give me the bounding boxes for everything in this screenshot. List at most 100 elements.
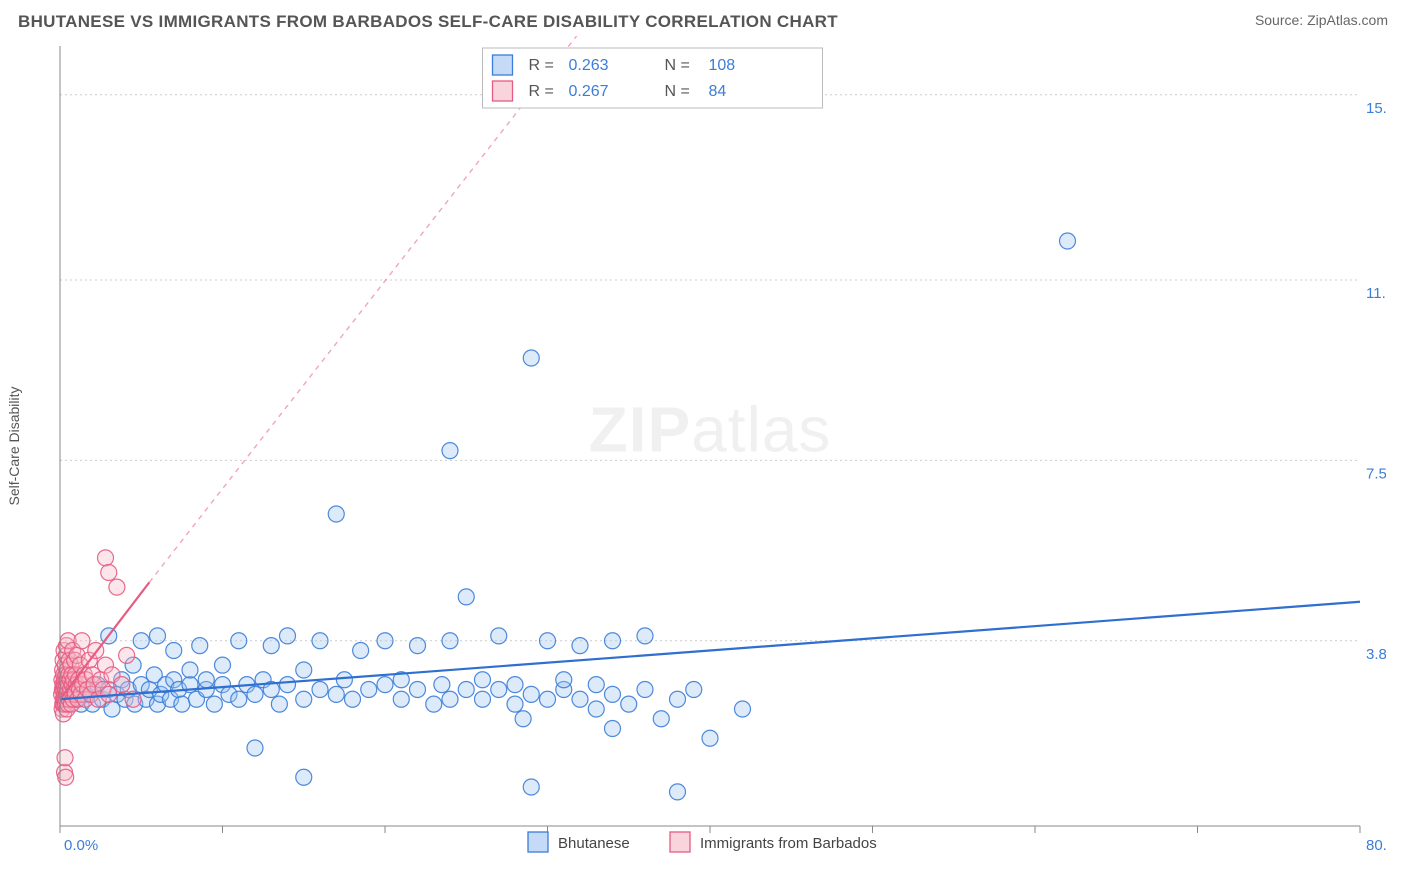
data-point <box>491 682 507 698</box>
data-point <box>515 711 531 727</box>
data-point <box>605 721 621 737</box>
data-point <box>475 672 491 688</box>
watermark: ZIPatlas <box>589 394 832 466</box>
data-point <box>572 691 588 707</box>
trendline-barbados-extrapolated <box>149 36 645 582</box>
data-point <box>572 638 588 654</box>
x-max-label: 80.0% <box>1366 837 1386 854</box>
data-point <box>442 633 458 649</box>
data-point <box>328 686 344 702</box>
legend-swatch <box>670 832 690 852</box>
data-point <box>637 682 653 698</box>
data-point <box>670 784 686 800</box>
stats-swatch <box>493 81 513 101</box>
scatter-chart: 3.8%7.5%11.2%15.0%ZIPatlas0.0%80.0%R =0.… <box>30 36 1386 856</box>
data-point <box>588 701 604 717</box>
data-point <box>231 633 247 649</box>
data-point <box>540 633 556 649</box>
data-point <box>133 633 149 649</box>
data-point <box>653 711 669 727</box>
data-point <box>312 682 328 698</box>
legend-swatch <box>528 832 548 852</box>
data-point <box>588 677 604 693</box>
data-point <box>637 628 653 644</box>
data-point <box>296 769 312 785</box>
data-point <box>247 686 263 702</box>
data-point <box>621 696 637 712</box>
data-point <box>442 443 458 459</box>
data-point <box>361 682 377 698</box>
data-point <box>605 686 621 702</box>
data-point <box>150 628 166 644</box>
data-point <box>523 350 539 366</box>
stats-r-label: R = <box>529 83 554 100</box>
stats-r-label: R = <box>529 57 554 74</box>
chart-header: BHUTANESE VS IMMIGRANTS FROM BARBADOS SE… <box>0 0 1406 36</box>
data-point <box>109 579 125 595</box>
y-tick-label: 11.2% <box>1366 285 1386 302</box>
y-tick-label: 3.8% <box>1366 646 1386 663</box>
stats-n-label: N = <box>665 83 690 100</box>
data-point <box>523 686 539 702</box>
data-point <box>98 550 114 566</box>
data-point <box>101 565 117 581</box>
data-point <box>345 691 361 707</box>
data-point <box>114 677 130 693</box>
data-point <box>263 638 279 654</box>
data-point <box>328 506 344 522</box>
trendline-bhutanese <box>60 602 1360 700</box>
data-point <box>377 633 393 649</box>
data-point <box>296 691 312 707</box>
data-point <box>410 682 426 698</box>
data-point <box>192 638 208 654</box>
data-point <box>507 696 523 712</box>
y-tick-label: 7.5% <box>1366 465 1386 482</box>
data-point <box>670 691 686 707</box>
stats-r-value: 0.267 <box>569 83 609 100</box>
data-point <box>556 672 572 688</box>
data-point <box>434 677 450 693</box>
data-point <box>1060 233 1076 249</box>
data-point <box>353 643 369 659</box>
data-point <box>174 696 190 712</box>
data-point <box>735 701 751 717</box>
data-point <box>336 672 352 688</box>
data-point <box>475 691 491 707</box>
data-point <box>296 662 312 678</box>
stats-n-value: 108 <box>709 57 736 74</box>
stats-n-value: 84 <box>709 83 727 100</box>
stats-swatch <box>493 55 513 75</box>
data-point <box>231 691 247 707</box>
y-tick-label: 15.0% <box>1366 100 1386 117</box>
data-point <box>491 628 507 644</box>
data-point <box>166 643 182 659</box>
data-point <box>206 696 222 712</box>
data-point <box>426 696 442 712</box>
data-point <box>523 779 539 795</box>
chart-title: BHUTANESE VS IMMIGRANTS FROM BARBADOS SE… <box>18 12 838 32</box>
data-point <box>247 740 263 756</box>
data-point <box>280 628 296 644</box>
data-point <box>74 633 90 649</box>
data-point <box>119 647 135 663</box>
data-point <box>458 682 474 698</box>
data-point <box>442 691 458 707</box>
data-point <box>605 633 621 649</box>
data-point <box>198 672 214 688</box>
data-point <box>215 657 231 673</box>
chart-container: Self-Care Disability 3.8%7.5%11.2%15.0%Z… <box>30 36 1406 856</box>
legend-label: Immigrants from Barbados <box>700 835 877 852</box>
data-point <box>686 682 702 698</box>
data-point <box>377 677 393 693</box>
data-point <box>271 696 287 712</box>
data-point <box>182 662 198 678</box>
y-axis-label: Self-Care Disability <box>6 386 22 505</box>
chart-source: Source: ZipAtlas.com <box>1255 12 1388 28</box>
data-point <box>280 677 296 693</box>
data-point <box>57 750 73 766</box>
data-point <box>507 677 523 693</box>
data-point <box>410 638 426 654</box>
data-point <box>458 589 474 605</box>
legend-label: Bhutanese <box>558 835 630 852</box>
stats-r-value: 0.263 <box>569 57 609 74</box>
